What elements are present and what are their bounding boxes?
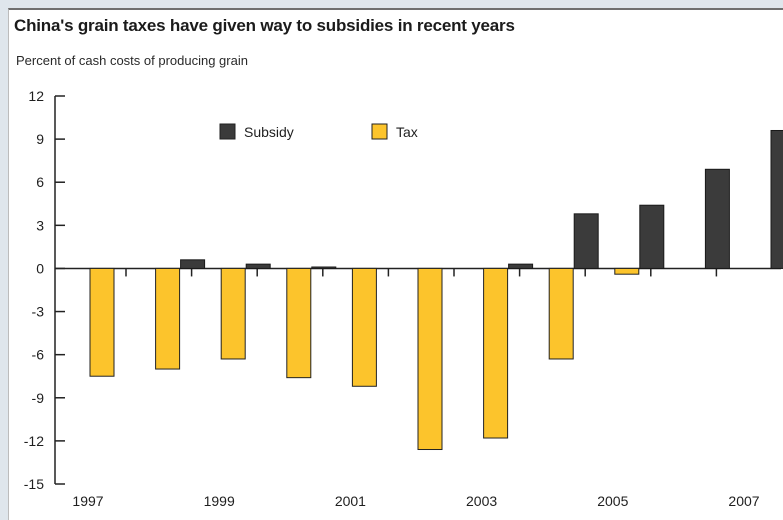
y-tick-label: 0 xyxy=(36,260,44,276)
y-axis-label: Percent of cash costs of producing grain xyxy=(16,53,248,68)
y-tick-label: -6 xyxy=(32,347,45,363)
subsidy-bar-2006 xyxy=(704,168,730,269)
x-tick-label: 2005 xyxy=(597,493,628,509)
tax-bar-2004 xyxy=(548,267,574,360)
subsidy-bar-2005 xyxy=(639,204,665,269)
tax-bar-1998 xyxy=(155,267,181,370)
x-tick-label: 2003 xyxy=(466,493,497,509)
tax-bar-1997 xyxy=(89,267,115,377)
legend-label-tax: Tax xyxy=(396,124,418,140)
subsidy-bar-2007 xyxy=(770,129,783,269)
y-tick-label: 6 xyxy=(36,174,44,190)
y-tick-label: 9 xyxy=(36,131,44,147)
y-tick-label: -12 xyxy=(24,433,44,449)
tax-bar-2003 xyxy=(483,267,509,439)
legend-label-subsidy: Subsidy xyxy=(244,124,294,140)
subsidy-bar-2003 xyxy=(508,263,534,269)
y-tick-label: 3 xyxy=(36,217,44,233)
bars xyxy=(89,129,783,451)
x-tick-label: 2001 xyxy=(335,493,366,509)
x-tick-label: 2007 xyxy=(728,493,759,509)
tax-bar-2005 xyxy=(614,267,640,275)
y-tick-label: -3 xyxy=(32,304,45,320)
x-tick-label: 1999 xyxy=(204,493,235,509)
legend-swatch-subsidy xyxy=(219,123,236,140)
x-tick-label: 1997 xyxy=(72,493,103,509)
subsidy-bar-1999 xyxy=(245,263,271,269)
legend-swatch-tax xyxy=(371,123,388,140)
subsidy-bar-2004 xyxy=(573,213,599,269)
y-tick-label: -15 xyxy=(24,476,44,492)
tax-bar-2000 xyxy=(286,267,312,379)
subsidy-bar-2000 xyxy=(311,266,337,270)
axes: 12 9 6 3 0 -3 -6 -9 -12 -15 1997 1999 2001 2003 2005 20… xyxy=(24,88,781,509)
legend: Subsidy Tax xyxy=(219,123,418,140)
y-tick-label: -9 xyxy=(32,390,45,406)
y-tick-label: 12 xyxy=(28,88,44,104)
tax-bar-2002 xyxy=(417,267,443,451)
tax-bar-1999 xyxy=(220,267,246,360)
subsidy-bar-1998 xyxy=(180,259,206,269)
tax-bar-2001 xyxy=(351,267,377,387)
chart-title: China's grain taxes have given way to su… xyxy=(14,16,515,35)
